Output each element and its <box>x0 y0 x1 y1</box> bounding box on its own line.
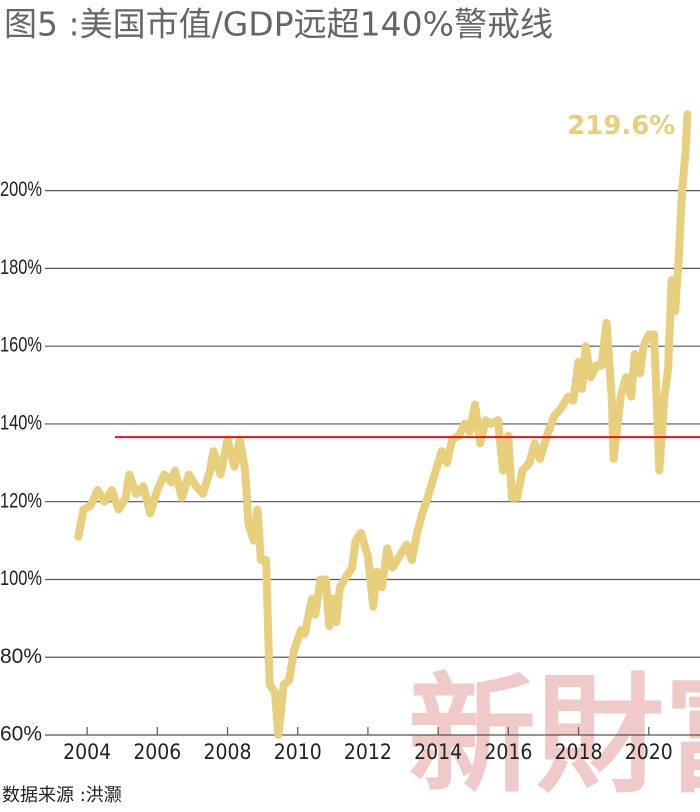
y-tick-label: 140% <box>0 411 42 434</box>
source: 数据来源 :洪灏 <box>2 785 122 806</box>
y-tick-label: 60% <box>0 723 42 746</box>
x-tick-label: 2016 <box>484 740 532 764</box>
y-tick-label: 80% <box>0 645 42 668</box>
chart-title: 图5 :美国市值/GDP远超140%警戒线 <box>4 5 553 44</box>
end-label: 219.6% <box>567 111 675 141</box>
y-tick-label: 160% <box>0 334 42 357</box>
x-tick-label: 2018 <box>555 740 603 764</box>
data-line <box>74 110 692 739</box>
watermark: 新財富 <box>408 665 700 807</box>
x-tick-label: 2014 <box>414 740 462 764</box>
y-tick-label: 200% <box>0 178 42 201</box>
x-tick-label: 2004 <box>63 740 111 764</box>
y-tick-label: 100% <box>0 567 42 590</box>
y-tick-label: 120% <box>0 489 42 512</box>
x-tick-label: 2008 <box>204 740 252 764</box>
x-tick-label: 2012 <box>344 740 392 764</box>
x-tick-label: 2006 <box>133 740 181 764</box>
x-tick-label: 2010 <box>274 740 322 764</box>
x-tick-label: 2020 <box>625 740 673 764</box>
y-tick-label: 180% <box>0 256 42 279</box>
